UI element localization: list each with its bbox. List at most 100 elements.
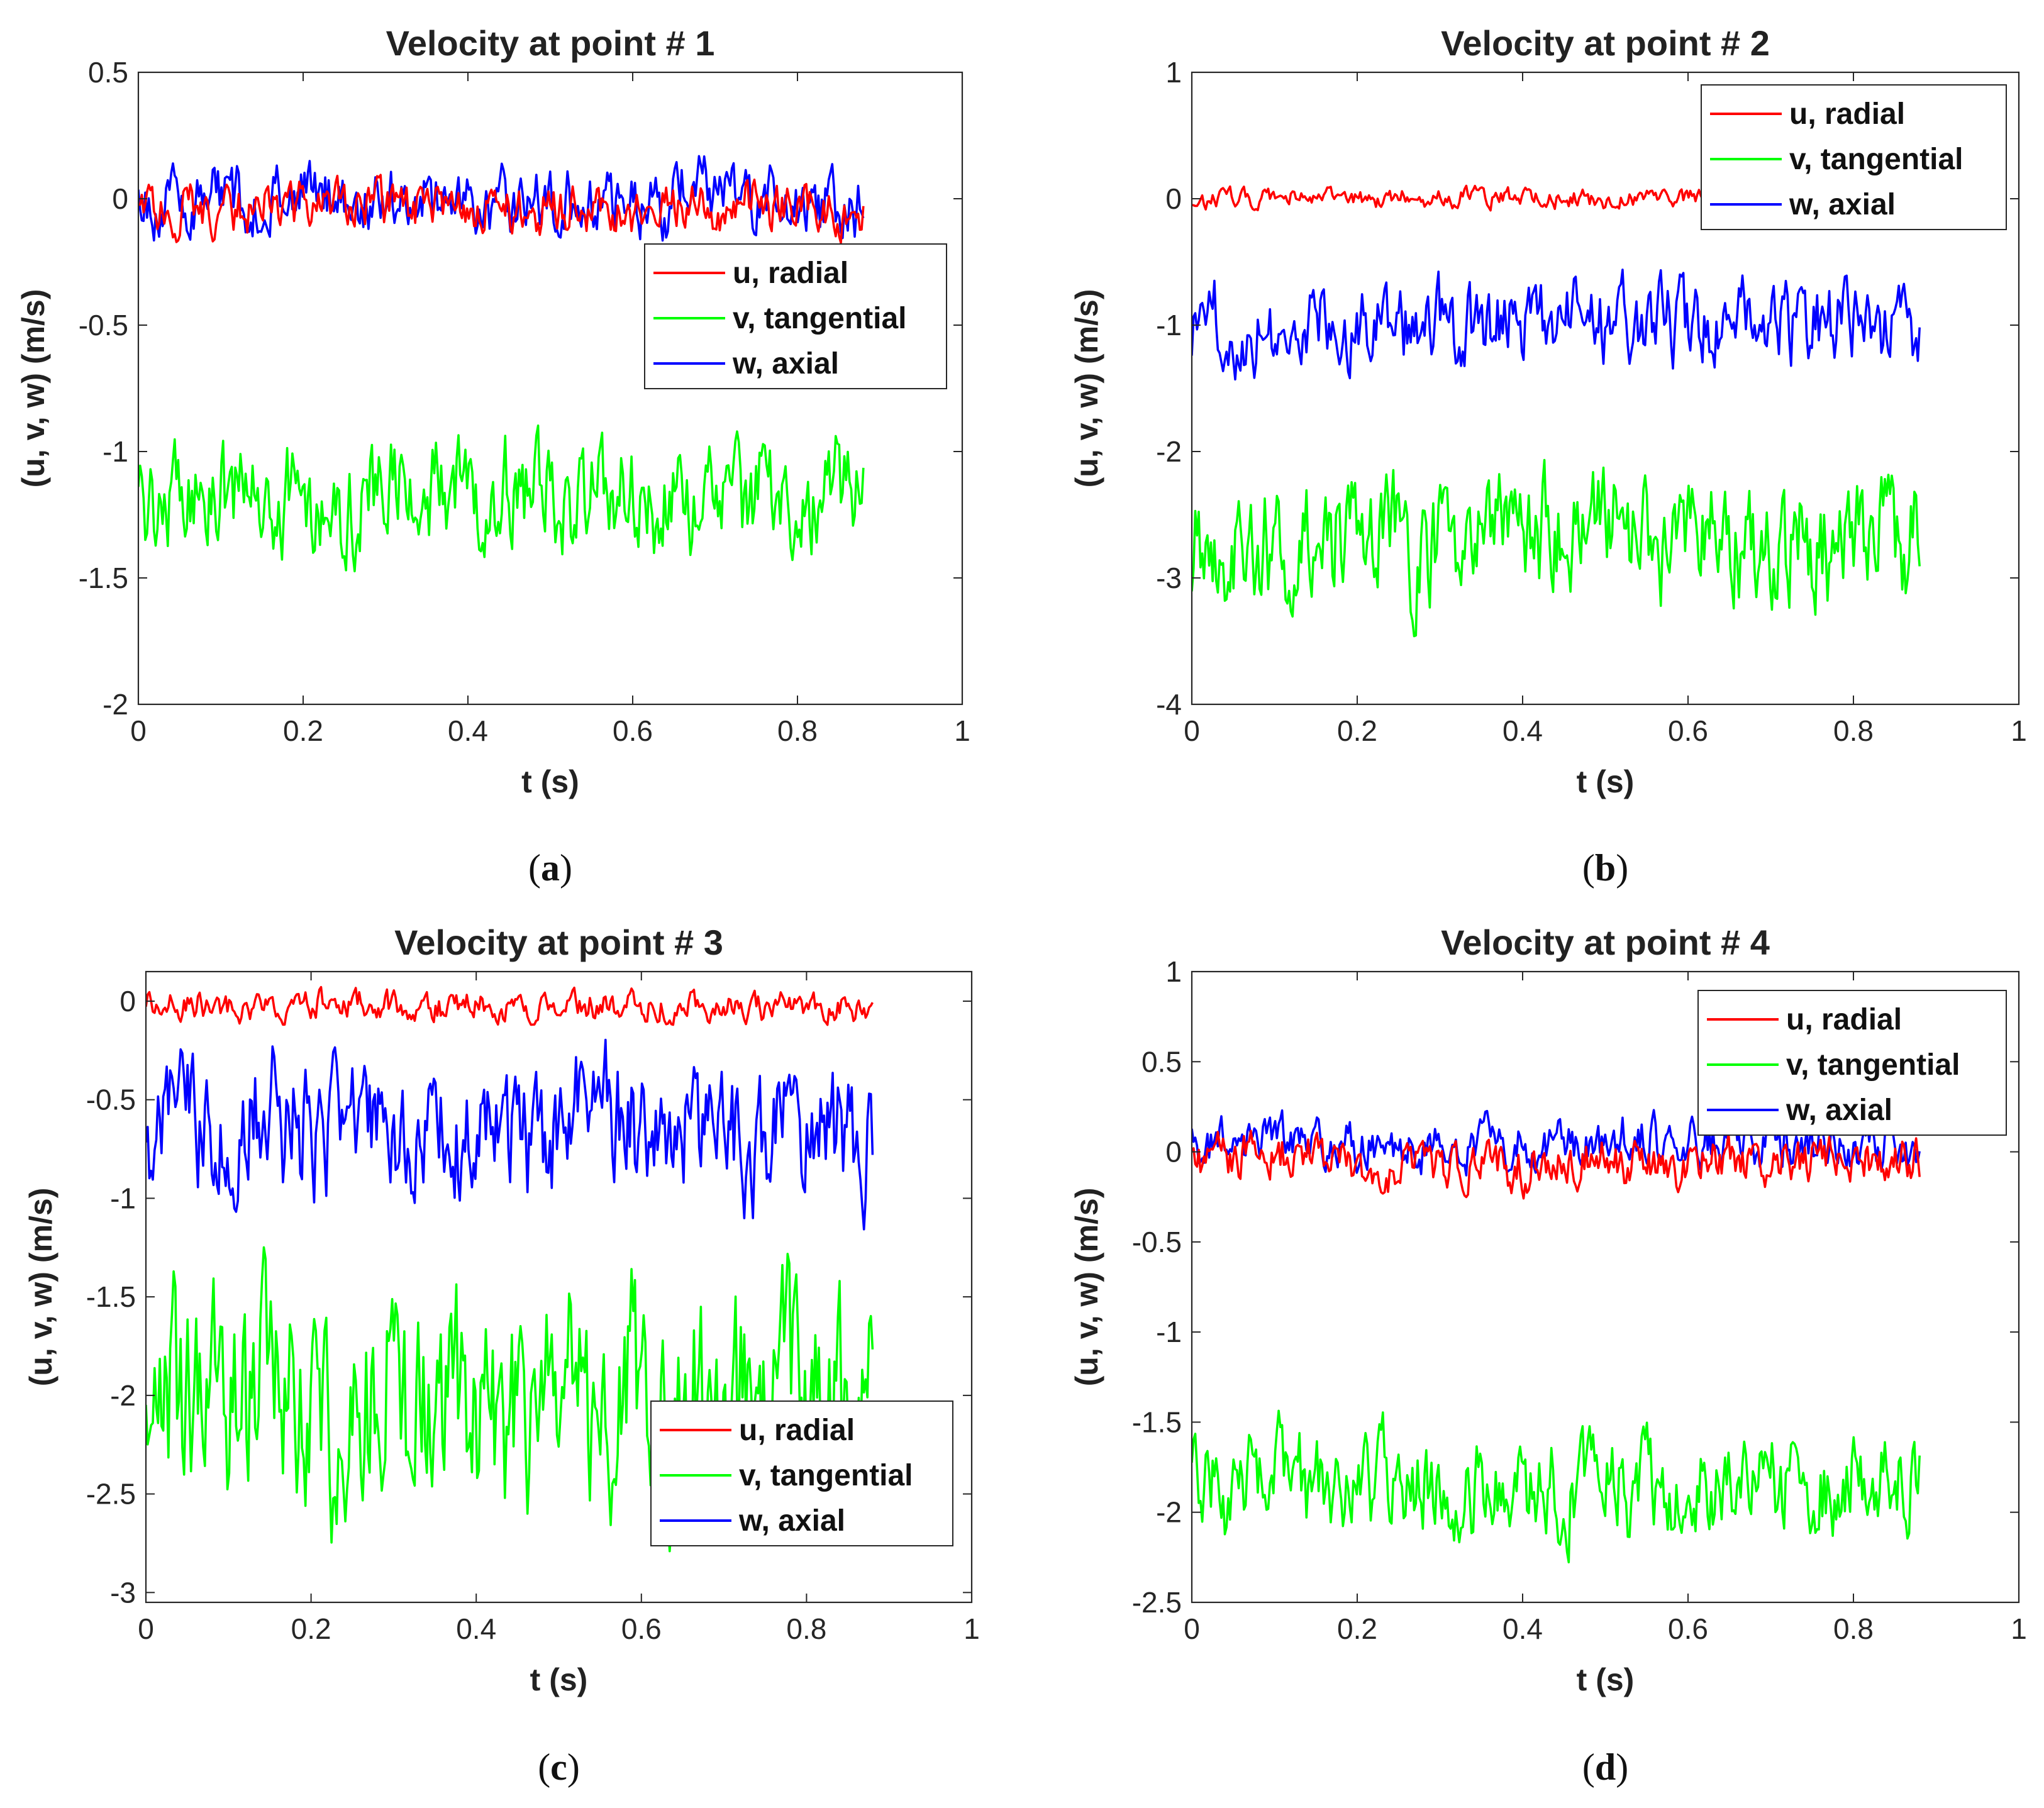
y-tick-label: -1.5 (86, 1280, 136, 1313)
legend-label-u: u, radial (733, 257, 848, 290)
legend-label-v: v, tangential (733, 302, 907, 335)
chart-panel-a: 0 0.2 0.4 0.6 0.8 1 0.5 0 -0.5 -1 -1.5 -2 Velocity a… (16, 23, 970, 889)
legend-label-v: v, tangential (1789, 143, 1963, 176)
x-tick-label: 1 (964, 1612, 980, 1645)
legend: u, radial v, tangential w, axial (1701, 84, 2007, 230)
x-tick-label: 0.6 (1668, 1612, 1708, 1645)
legend-label-w: w, axial (738, 1504, 845, 1538)
panel-caption: (a) (528, 847, 572, 889)
legend-label-u: u, radial (1789, 97, 1905, 131)
y-axis-label: (u, v, w) (m/s) (1069, 1188, 1104, 1387)
caption-letter: b (1595, 847, 1616, 889)
x-tick-label: 0.4 (1502, 714, 1543, 747)
x-tick-label: 0.6 (621, 1612, 662, 1645)
x-tick-label: 0 (130, 714, 147, 747)
y-tick-label: -0.5 (79, 309, 128, 341)
series-line-w (138, 155, 865, 242)
y-axis-label: (u, v, w) (m/s) (1069, 289, 1104, 488)
legend-label-w: w, axial (1786, 1094, 1892, 1127)
x-tick-label: 1 (2011, 1612, 2027, 1645)
y-tick-label: -1.5 (1132, 1406, 1182, 1438)
x-axis-label: t (s) (521, 764, 579, 799)
x-tick-label: 0.2 (1337, 714, 1377, 747)
y-tick-label: 0 (119, 985, 136, 1018)
x-axis-label: t (s) (530, 1662, 588, 1697)
x-tick-label: 0.4 (1502, 1612, 1543, 1645)
x-tick-label: 0.4 (456, 1612, 496, 1645)
y-tick-label: -2 (110, 1379, 136, 1412)
legend-label-v: v, tangential (739, 1459, 913, 1492)
x-tick-label: 0.8 (786, 1612, 826, 1645)
legend-label-u: u, radial (1786, 1003, 1902, 1036)
x-tick-label: 0.6 (613, 714, 653, 747)
series-group (146, 985, 874, 1553)
x-tick-label: 1 (2011, 714, 2027, 747)
y-tick-label: -4 (1156, 688, 1182, 721)
caption-letter: d (1595, 1746, 1616, 1788)
chart-panel-c: 0 0.2 0.4 0.6 0.8 1 0 -0.5 -1 -1.5 -2 -2.5 -3 Velocit… (23, 923, 980, 1788)
y-axis-label: (u, v, w) (m/s) (23, 1188, 58, 1387)
y-tick-label: 0.5 (1141, 1045, 1182, 1078)
x-tick-label: 0.2 (283, 714, 323, 747)
axes-box (1191, 71, 2020, 706)
chart-title: Velocity at point # 1 (386, 23, 715, 63)
y-tick-label: -1 (110, 1182, 136, 1214)
panel-caption: (d) (1582, 1746, 1628, 1788)
y-tick-label: -2 (1156, 1496, 1182, 1529)
x-tick-label: 0.6 (1668, 714, 1708, 747)
legend: u, radial v, tangential w, axial (1697, 990, 2007, 1136)
panel-caption: (c) (538, 1746, 580, 1788)
chart-panel-d: 0 0.2 0.4 0.6 0.8 1 1 0.5 0 -0.5 -1 -1.5 -2 -2.5 Veloc… (1069, 923, 2027, 1788)
y-tick-label: -1 (103, 435, 128, 468)
series-group (138, 155, 865, 573)
legend-label-u: u, radial (739, 1414, 855, 1447)
x-tick-label: 0.4 (448, 714, 488, 747)
x-tick-label: 0.8 (1833, 714, 1874, 747)
chart-panel-b: 0 0.2 0.4 0.6 0.8 1 1 0 -1 -2 -3 -4 Velocity at poin… (1069, 23, 2027, 889)
chart-title: Velocity at point # 2 (1441, 23, 1770, 63)
legend-label-v: v, tangential (1786, 1048, 1960, 1082)
y-tick-label: -2 (1156, 435, 1182, 468)
x-tick-label: 0 (1184, 1612, 1200, 1645)
series-line-v (1192, 458, 1921, 638)
series-line-v (146, 1246, 874, 1553)
legend: u, radial v, tangential w, axial (650, 1400, 953, 1546)
x-tick-label: 1 (954, 714, 970, 747)
series-line-u (146, 985, 874, 1026)
series-line-u (138, 174, 865, 245)
series-group (1192, 1109, 1921, 1563)
x-tick-label: 0.8 (777, 714, 818, 747)
series-line-v (1192, 1409, 1921, 1563)
x-tick-label: 0.2 (1337, 1612, 1377, 1645)
y-axis-label: (u, v, w) (m/s) (16, 289, 51, 488)
y-tick-label: 1 (1165, 56, 1182, 89)
chart-title: Velocity at point # 3 (394, 923, 723, 962)
panel-caption: (b) (1582, 847, 1628, 889)
y-tick-label: 0 (1165, 182, 1182, 215)
x-tick-label: 0 (1184, 714, 1200, 747)
x-axis-label: t (s) (1577, 1662, 1635, 1697)
series-line-v (138, 424, 865, 573)
y-tick-label: 0 (112, 182, 128, 215)
axes-box (137, 71, 964, 706)
x-tick-label: 0 (138, 1612, 154, 1645)
caption-letter: a (541, 847, 560, 889)
x-tick-label: 0.2 (291, 1612, 331, 1645)
y-tick-label: -2 (103, 688, 128, 721)
y-tick-label: -0.5 (1132, 1226, 1182, 1258)
y-tick-label: 0.5 (88, 56, 128, 89)
legend-label-w: w, axial (732, 347, 839, 380)
caption-letter: c (550, 1746, 567, 1788)
x-axis-label: t (s) (1577, 764, 1635, 799)
y-tick-label: 0 (1165, 1136, 1182, 1168)
y-tick-label: -2.5 (1132, 1586, 1182, 1619)
y-tick-label: 1 (1165, 955, 1182, 988)
y-tick-label: -3 (1156, 562, 1182, 594)
x-tick-label: 0.8 (1833, 1612, 1874, 1645)
axes-box (1191, 970, 2020, 1604)
y-tick-label: -3 (110, 1576, 136, 1609)
y-tick-label: -1 (1156, 1316, 1182, 1348)
y-tick-label: -2.5 (86, 1478, 136, 1511)
series-line-w (146, 1038, 874, 1231)
